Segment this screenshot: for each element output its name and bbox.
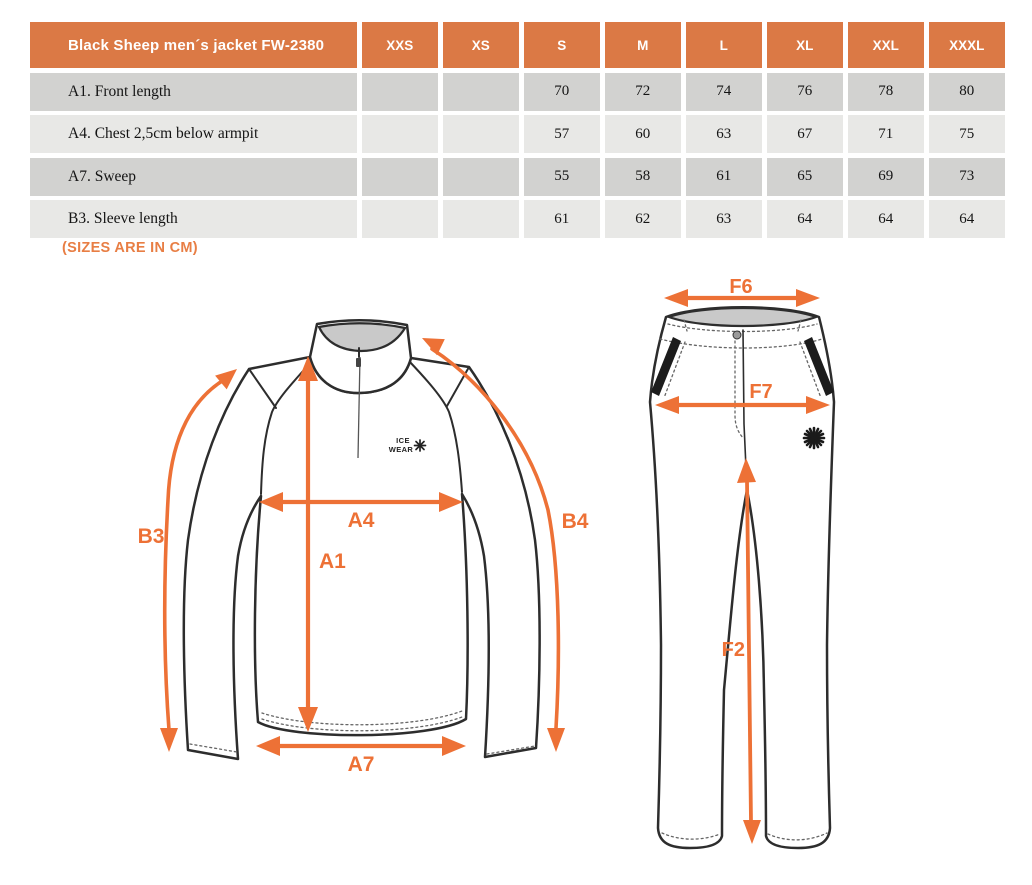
size-table: Black Sheep men´s jacket FW-2380 XXS XS … [30,22,1005,238]
jacket-diagram: ICE WEAR [138,319,589,776]
label-b4: B4 [562,510,589,533]
pocket-stitch-right [799,341,822,399]
hem-stitch-right [767,832,828,841]
row-label: A1. Front length [30,72,357,111]
label-f2: F2 [722,639,745,661]
label-b3: B3 [138,525,165,548]
waist-button [732,330,742,340]
cell-value [361,115,438,153]
label-a4: A4 [348,509,375,532]
row-label: A4. Chest 2,5cm below armpit [30,115,357,153]
cell-value: 74 [685,72,762,111]
belt-loop-left [683,319,688,332]
cuff-stitch-right [486,745,536,755]
cell-value: 64 [766,200,843,238]
cell-value: 70 [523,72,600,111]
logo-snowflake-icon [413,439,427,452]
shoulder-panel-left [248,368,277,409]
cell-value: 78 [847,72,924,111]
cell-value: 62 [604,200,681,238]
pocket-stitch-left [663,341,686,399]
arrow-f2 [737,458,761,844]
row-label: A7. Sweep [30,157,357,196]
size-header-xxxl: XXXL [928,22,1005,68]
jacket-outline [182,355,541,761]
cuff-stitch-left [189,743,238,753]
zipper-pull [356,358,361,367]
size-header-xs: XS [442,22,519,68]
cell-value: 61 [523,200,600,238]
size-header-l: L [685,22,762,68]
size-header-xl: XL [766,22,843,68]
cell-value: 76 [766,72,843,111]
collar-inner [317,322,407,353]
belt-loop-right [797,319,802,332]
cell-value: 73 [928,157,1005,196]
cell-value [442,157,519,196]
cell-value: 64 [847,200,924,238]
arrow-f7 [655,396,830,414]
arrow-a7 [256,736,466,756]
label-f7: F7 [749,381,772,403]
cell-value: 55 [523,157,600,196]
hem-stitch [261,710,463,726]
pants-diagram: F6 F7 F2 [648,276,836,850]
label-f6: F6 [729,276,752,298]
row-label: B3. Sleeve length [30,200,357,238]
cell-value: 75 [928,115,1005,153]
arrow-b3 [160,369,237,752]
size-header-xxs: XXS [361,22,438,68]
cell-value: 69 [847,157,924,196]
label-a1: A1 [319,550,346,573]
pocket-trim-right [804,337,834,396]
snowflake-icon [802,426,826,450]
sizes-unit-note: (SIZES ARE IN CM) [62,240,198,256]
cell-value [361,72,438,111]
fly-stitch [734,340,744,439]
cell-value: 58 [604,157,681,196]
arrow-b4 [422,338,565,752]
raglan-seam-right [408,360,463,493]
cell-value: 80 [928,72,1005,111]
arrow-a1 [298,356,318,732]
size-header-xxl: XXL [847,22,924,68]
label-a7: A7 [348,753,375,776]
cell-value: 60 [604,115,681,153]
cell-value: 67 [766,115,843,153]
size-header-s: S [523,22,600,68]
cell-value: 63 [685,200,762,238]
pocket-trim-left [651,337,681,396]
cell-value: 64 [928,200,1005,238]
hem-stitch-left [661,832,721,840]
cell-value: 71 [847,115,924,153]
cell-value [442,115,519,153]
arrow-f6 [664,289,820,307]
table-title: Black Sheep men´s jacket FW-2380 [30,22,357,68]
waistband-inner [665,306,820,328]
cell-value: 63 [685,115,762,153]
cell-value [442,72,519,111]
logo-text-ice: ICE [396,436,410,445]
pants-outline [648,306,836,850]
cell-value: 57 [523,115,600,153]
cell-value: 61 [685,157,762,196]
cell-value: 72 [604,72,681,111]
cell-value: 65 [766,157,843,196]
logo-text-wear: WEAR [389,445,414,454]
cell-value [361,200,438,238]
cell-value [361,157,438,196]
icewear-logo: ICE WEAR [389,436,427,454]
hem-stitch [261,716,463,732]
raglan-seam-left [260,360,313,495]
cell-value [442,200,519,238]
size-header-m: M [604,22,681,68]
zipper-line [357,356,361,459]
